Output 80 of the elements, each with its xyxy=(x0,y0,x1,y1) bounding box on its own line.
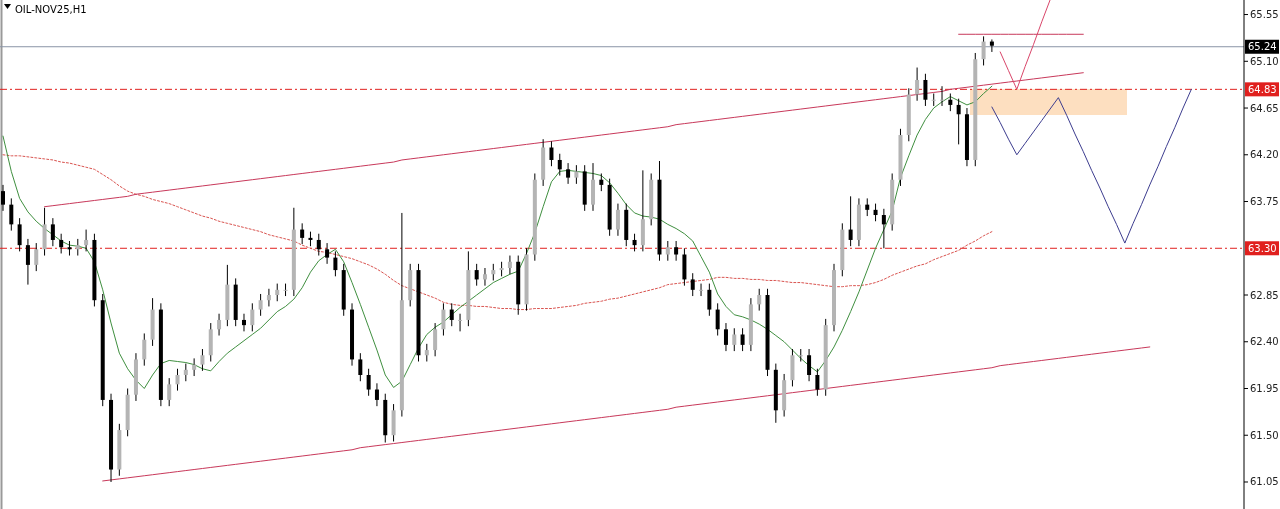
candlestick xyxy=(333,250,338,277)
candlestick xyxy=(715,302,720,337)
candlestick xyxy=(175,368,180,392)
candlestick xyxy=(192,357,197,377)
y-tick-label: 64.65 xyxy=(1250,102,1279,114)
ref-line-label: 63.30 xyxy=(1248,242,1277,254)
y-tick-label: 64.20 xyxy=(1250,149,1279,161)
ref-line-label: 65.24 xyxy=(1248,41,1277,53)
line-series xyxy=(999,0,1051,90)
candlestick xyxy=(474,263,479,287)
candlestick xyxy=(740,327,745,352)
y-tick-label: 65.10 xyxy=(1250,55,1279,67)
y-tick-label: 63.75 xyxy=(1250,196,1279,208)
candlestick xyxy=(200,348,205,372)
candlestick xyxy=(325,242,330,265)
candlestick xyxy=(674,240,679,262)
candlestick xyxy=(807,348,812,382)
candlestick xyxy=(915,67,920,102)
candlestick xyxy=(34,242,39,272)
candlestick xyxy=(815,368,820,397)
candlestick xyxy=(507,255,512,275)
line-series xyxy=(2,85,993,389)
line-series xyxy=(2,154,993,311)
candlestick xyxy=(374,382,379,407)
candlestick xyxy=(557,153,562,177)
candlestick xyxy=(482,267,487,287)
ref-line-label: 64.83 xyxy=(1248,83,1277,95)
candlestick xyxy=(217,313,222,337)
candlestick xyxy=(258,293,263,317)
line-series xyxy=(44,72,1084,208)
candlestick xyxy=(566,162,571,185)
candlestick xyxy=(881,208,886,249)
candlestick xyxy=(757,288,762,312)
candlestick xyxy=(574,164,579,185)
line-series xyxy=(102,346,1151,482)
chart-title: OIL-NOV25,H1 xyxy=(15,3,87,15)
candlestick xyxy=(17,217,22,252)
candlestick xyxy=(50,217,55,247)
candlestick xyxy=(441,302,446,337)
candlestick xyxy=(59,233,64,254)
candlestick xyxy=(690,272,695,297)
candlestick xyxy=(549,140,554,167)
candlestick xyxy=(699,283,704,297)
candlestick xyxy=(250,302,255,332)
candlestick xyxy=(707,283,712,317)
candlestick xyxy=(449,302,454,327)
candlestick xyxy=(84,229,89,252)
candlestick xyxy=(848,195,853,247)
candlestick xyxy=(1,184,5,212)
candlestick xyxy=(923,73,928,107)
candlestick xyxy=(931,92,936,107)
candlestick xyxy=(241,313,246,332)
candlestick xyxy=(798,348,803,362)
candlestick xyxy=(316,233,321,257)
candlestick xyxy=(458,313,463,332)
candlestick xyxy=(366,368,371,397)
y-tick-label: 62.40 xyxy=(1250,336,1279,348)
candlestick xyxy=(433,322,438,357)
candlestick xyxy=(358,352,363,382)
candlestick xyxy=(732,327,737,352)
y-tick-label: 61.50 xyxy=(1250,429,1279,441)
candlestick xyxy=(956,98,961,145)
y-tick-label: 62.85 xyxy=(1250,289,1279,301)
candlestick xyxy=(300,222,305,245)
y-tick-label: 61.05 xyxy=(1250,476,1279,488)
candlestick xyxy=(283,283,288,297)
y-tick-label: 61.95 xyxy=(1250,383,1279,394)
candlestick xyxy=(9,197,14,232)
line-series xyxy=(991,88,1192,244)
candlestick xyxy=(142,332,147,367)
candlestick xyxy=(665,240,670,262)
candlestick xyxy=(25,238,30,286)
candlestick xyxy=(266,288,271,307)
candlestick xyxy=(723,322,728,352)
candlestick xyxy=(981,35,986,66)
candlestick xyxy=(940,85,945,107)
candlestick xyxy=(989,38,994,53)
y-tick-label: 65.55 xyxy=(1250,9,1279,21)
candlestick xyxy=(167,377,172,407)
candlestick xyxy=(615,203,620,237)
